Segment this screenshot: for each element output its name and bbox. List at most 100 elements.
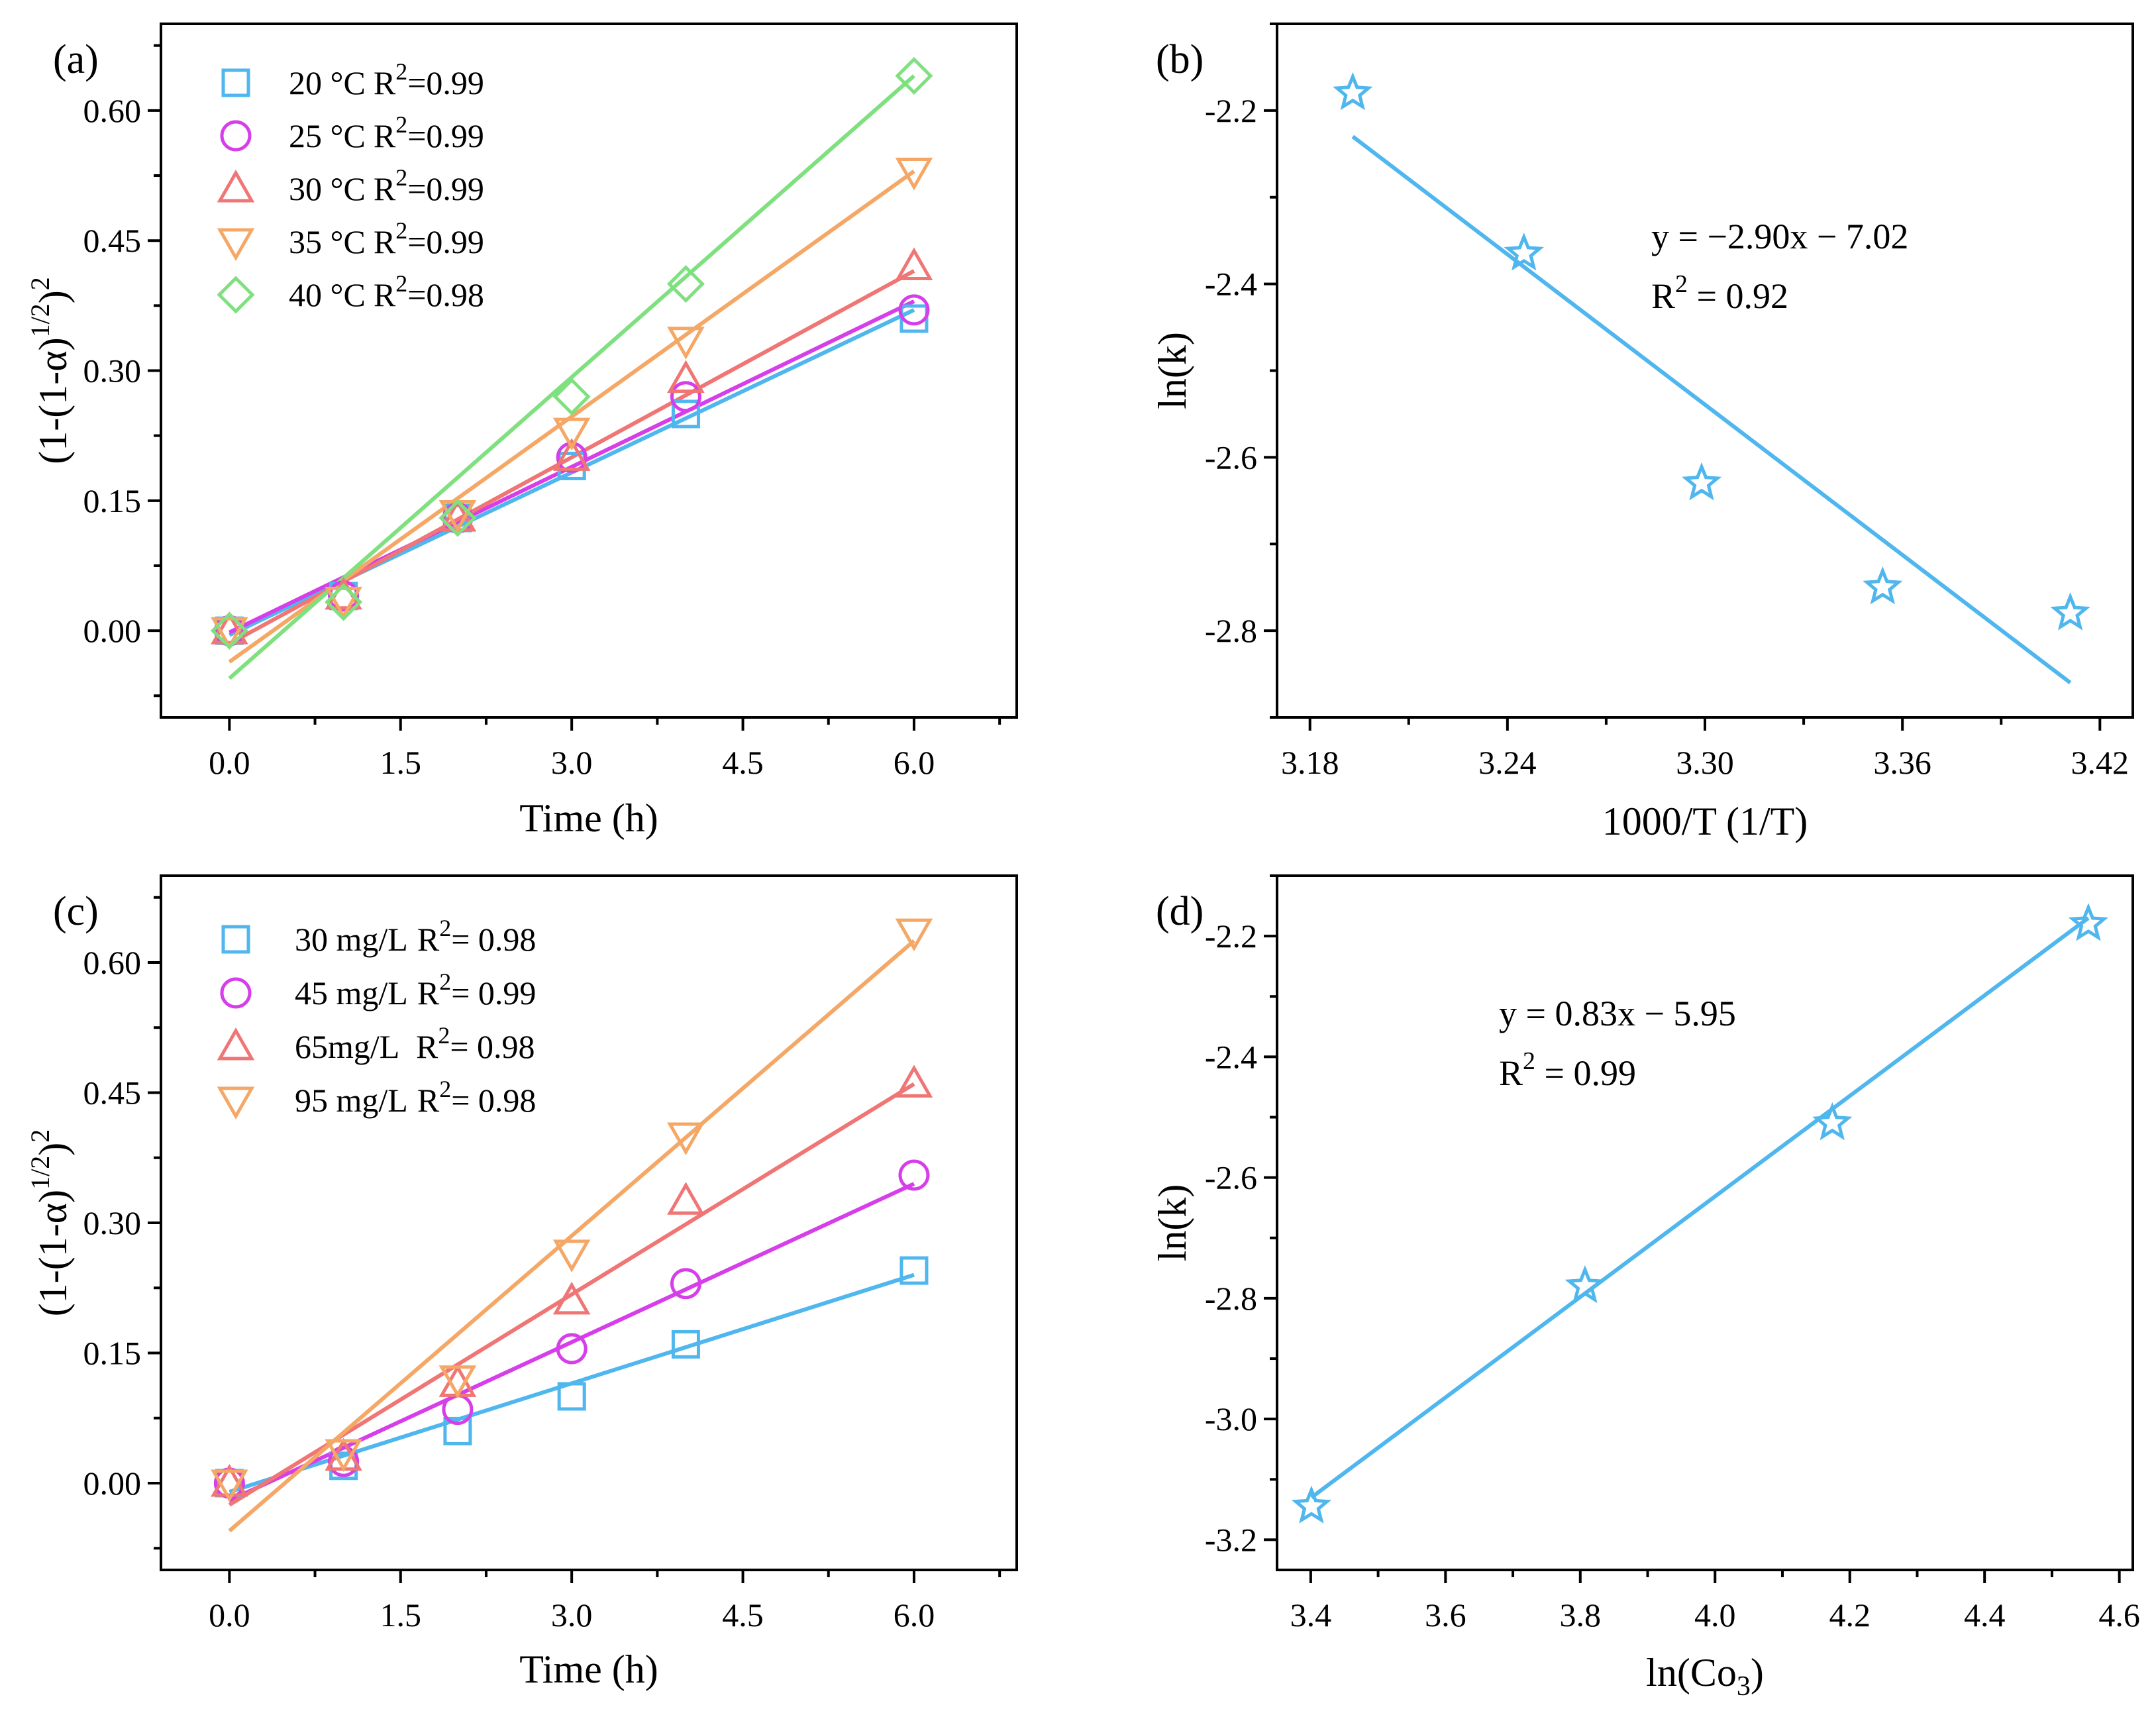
data-point: [438, 499, 477, 537]
legend-series-name: 30 mg/L: [295, 921, 408, 958]
legend-r2-value: 0.98: [478, 1082, 537, 1119]
data-point: [556, 1333, 588, 1365]
y-axis-title-part: ): [31, 1143, 75, 1156]
y-tick-label: -2.4: [1205, 1038, 1257, 1075]
data-point: [552, 1239, 591, 1273]
panel-label: (b): [1156, 37, 1204, 82]
data-point: [1565, 1265, 1606, 1304]
legend-item: 95 mg/L R2= 0.98: [217, 1076, 537, 1120]
data-point: [325, 583, 363, 621]
data-point: [552, 417, 591, 451]
data-point: [1333, 72, 1373, 111]
legend-r2-equals: =: [407, 64, 426, 101]
fit-r2-value: = 0.92: [1688, 276, 1788, 316]
x-axis-title-text: ln(Co: [1646, 1651, 1737, 1694]
legend-r2-value: 0.98: [426, 276, 484, 313]
legend-r2-superscript: 2: [395, 217, 407, 244]
legend-r2-value: 0.99: [426, 117, 484, 154]
series-c-3: [228, 939, 915, 1533]
y-axis-title-part: (1-(1-α): [31, 337, 75, 464]
legend-item: 30 mg/L R2= 0.98: [221, 915, 536, 958]
series-markers-d-0: [1291, 903, 2108, 1524]
legend-series-name: 45 mg/L: [295, 974, 408, 1012]
data-point: [2050, 592, 2090, 631]
y-tick-label: 0.45: [83, 1074, 142, 1112]
data-point: [895, 247, 933, 280]
legend-r2-equals: =: [451, 1082, 478, 1119]
data-point: [1812, 1102, 1853, 1141]
equation-d: y = 0.83x − 5.95 R2 = 0.99: [1499, 994, 1736, 1093]
fit-equation: y = 0.83x − 5.95: [1499, 994, 1736, 1033]
data-point: [666, 265, 705, 303]
legend-series-name: 95 mg/L: [295, 1082, 408, 1119]
y-tick-label: -2.6: [1205, 439, 1257, 476]
data-point: [438, 1365, 477, 1398]
legend-r2-equals: =: [451, 974, 478, 1012]
y-axis-title-superscript: 2: [25, 277, 55, 290]
x-tick-label: 4.5: [722, 1596, 764, 1634]
legend-item: 40 °C R2=0.98: [217, 270, 484, 314]
legend-marker: [217, 276, 255, 314]
x-tick-label: 6.0: [894, 744, 935, 781]
data-point: [895, 918, 933, 952]
legend-r2-label: R: [417, 974, 440, 1012]
legend-r2-superscript: 2: [395, 58, 407, 85]
x-tick-label: 3.0: [551, 744, 593, 781]
data-point: [670, 381, 701, 413]
legend-series-name: 65mg/L: [295, 1028, 407, 1065]
data-point: [898, 1159, 930, 1191]
legend-r2-label: R: [417, 921, 440, 958]
y-tick-label: 0.30: [83, 352, 142, 390]
legend-series-name: 25 °C: [289, 117, 366, 154]
data-point: [667, 360, 705, 393]
y-tick-label: -2.2: [1205, 92, 1257, 129]
x-tick-label: 3.0: [551, 1596, 593, 1634]
equation-b: y = −2.90x − 7.02 R2 = 0.92: [1651, 217, 1908, 316]
legend-marker: [217, 1086, 255, 1120]
series-markers-c-3: [211, 918, 933, 1503]
fit-r2-superscript: 2: [1523, 1047, 1535, 1075]
x-axis-title: ln(Co3): [1646, 1651, 1764, 1702]
legend-r2-superscript: 2: [439, 915, 451, 941]
data-point: [895, 1065, 933, 1098]
data-point: [328, 1445, 360, 1477]
data-point: [667, 327, 705, 360]
data-point: [325, 586, 362, 620]
y-axis-title: (1-(1-α)1/2)2: [25, 277, 75, 464]
legend-r2-value: 0.99: [426, 64, 484, 101]
data-point: [667, 1122, 705, 1156]
data-point: [211, 1469, 248, 1503]
y-axis-title-superscript: 1/2: [25, 1156, 55, 1190]
data-point: [552, 1281, 591, 1315]
panel-label: (a): [53, 37, 99, 82]
legend-label: 65mg/L R2= 0.98: [295, 1022, 535, 1065]
legend-item: 45 mg/L R2= 0.99: [220, 968, 536, 1012]
fit-r2-value: = 0.99: [1535, 1053, 1636, 1093]
fit-line: [228, 939, 915, 1533]
data-point: [670, 1268, 701, 1300]
data-point: [557, 1382, 586, 1411]
panel-c: 0.0 1.5 3.0 4.5 6.0 0.00 0.15 0.30 0.45 0.60 (c) Ti…: [25, 874, 1018, 1691]
data-point: [667, 1182, 705, 1215]
y-tick-label: -2.4: [1205, 266, 1257, 303]
fit-line: [1310, 916, 2090, 1500]
y-tick-label: 0.45: [83, 222, 142, 259]
x-axis-title-subscript: 3: [1737, 1671, 1751, 1702]
x-axis-title: Time (h): [519, 796, 658, 840]
data-point: [1681, 462, 1722, 501]
series-markers-b-0: [1333, 72, 2090, 631]
x-tick-label: 3.6: [1425, 1596, 1466, 1634]
y-tick-label: 0.15: [83, 482, 142, 519]
legend-r2-equals: =: [407, 117, 426, 154]
data-point: [895, 157, 933, 191]
fit-line: [1351, 134, 2072, 685]
data-point: [1863, 566, 1903, 605]
legend-label: 25 °C R2=0.99: [289, 111, 484, 154]
legend-r2-label: R: [374, 64, 396, 101]
series-markers-c-2: [211, 1065, 933, 1497]
y-tick-label: -2.8: [1205, 612, 1257, 649]
legend-marker: [217, 169, 255, 203]
